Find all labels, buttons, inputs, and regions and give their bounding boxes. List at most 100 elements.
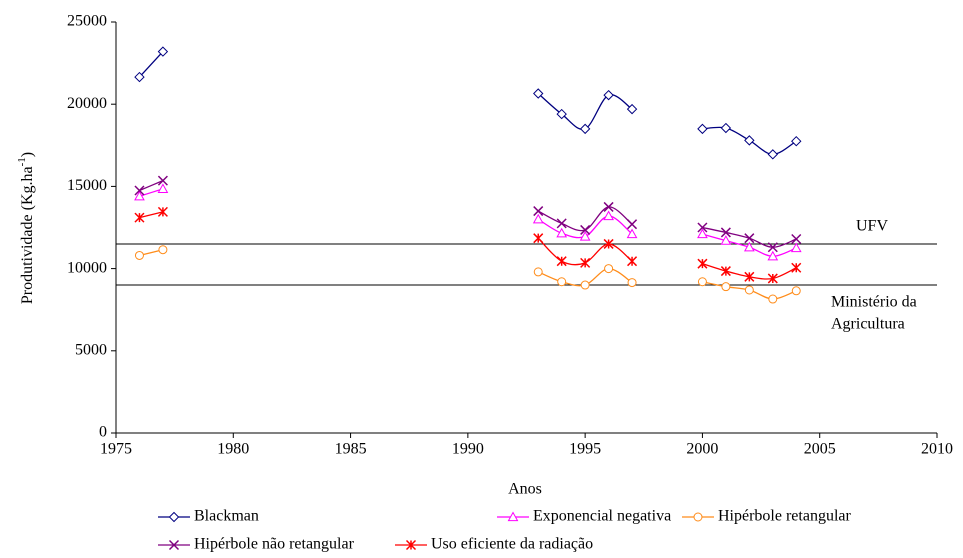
marker <box>697 123 708 135</box>
x-tick-label: 1995 <box>569 441 601 458</box>
marker <box>627 278 637 288</box>
marker <box>626 103 638 115</box>
marker <box>532 213 544 224</box>
marker <box>579 231 591 241</box>
x-axis-label: Anos <box>508 481 542 498</box>
legend-item: Blackman <box>158 508 259 525</box>
x-tick-label: 1985 <box>335 441 367 458</box>
marker <box>557 277 567 287</box>
series <box>134 245 801 304</box>
y-label-main: Produtividade (Kg.ha <box>19 166 36 304</box>
y-tick-label: 10000 <box>67 259 107 276</box>
legend-label: Exponencial negativa <box>533 508 671 525</box>
reference-label: Agricultura <box>831 316 905 333</box>
marker <box>627 219 638 230</box>
marker <box>626 228 638 239</box>
marker <box>791 233 802 245</box>
series-line <box>139 180 164 192</box>
y-tick-label: 0 <box>99 424 107 441</box>
marker <box>720 122 732 134</box>
legend-marker <box>507 511 519 522</box>
marker <box>603 89 614 101</box>
marker <box>157 175 168 186</box>
marker <box>533 206 544 217</box>
legend-item: Exponencial negativa <box>497 508 671 525</box>
legend-item: Hipérbole retangular <box>682 508 852 525</box>
x-tick-label: 2005 <box>804 441 836 458</box>
marker <box>697 222 708 233</box>
series-line <box>138 51 164 78</box>
marker <box>790 242 802 253</box>
marker <box>603 238 614 249</box>
marker <box>556 108 567 120</box>
x-tick-label: 1990 <box>452 441 484 458</box>
marker <box>603 201 614 212</box>
marker <box>134 250 144 260</box>
marker <box>157 206 168 217</box>
marker <box>697 258 708 269</box>
series-line <box>537 206 633 232</box>
marker <box>791 262 802 273</box>
marker <box>533 267 543 277</box>
marker <box>720 227 731 238</box>
series <box>134 206 802 284</box>
series <box>134 175 802 253</box>
marker <box>157 183 169 193</box>
reference-label: UFV <box>856 218 888 235</box>
marker <box>767 149 779 160</box>
y-label-sup: -1 <box>16 157 28 166</box>
marker <box>768 294 778 304</box>
legend-label: Hipérbole não retangular <box>194 536 355 553</box>
marker <box>604 264 614 274</box>
marker <box>697 277 707 287</box>
marker <box>158 245 168 255</box>
marker <box>580 257 591 268</box>
marker <box>533 88 544 99</box>
marker <box>720 235 732 245</box>
y-tick-label: 20000 <box>67 95 107 112</box>
marker <box>134 212 145 223</box>
marker <box>767 250 779 261</box>
marker <box>721 282 731 292</box>
legend-item: Hipérbole não retangular <box>158 536 355 553</box>
marker <box>603 210 614 221</box>
legend-marker <box>693 512 703 522</box>
legend-label: Blackman <box>194 508 259 525</box>
marker <box>533 233 544 244</box>
marker <box>744 135 755 146</box>
legend-label: Uso eficiente da radiação <box>431 536 593 553</box>
marker <box>767 273 778 284</box>
marker <box>743 241 755 252</box>
marker <box>134 190 145 201</box>
marker <box>556 218 567 229</box>
marker <box>157 46 169 57</box>
x-tick-label: 1975 <box>100 441 132 458</box>
marker <box>134 71 145 83</box>
series <box>134 46 802 160</box>
x-tick-label: 2010 <box>921 441 953 458</box>
marker <box>791 135 802 147</box>
marker <box>580 224 591 235</box>
legend-item: Uso eficiente da radiação <box>395 536 593 553</box>
marker <box>720 266 731 277</box>
legend-marker <box>168 511 180 523</box>
y-tick-label: 5000 <box>75 341 107 358</box>
marker <box>744 285 754 295</box>
marker <box>580 280 590 290</box>
marker <box>579 123 591 135</box>
reference-label: Ministério da <box>831 294 917 311</box>
marker <box>627 256 638 267</box>
marker <box>744 233 755 244</box>
x-tick-label: 2000 <box>686 441 718 458</box>
marker <box>697 228 708 239</box>
marker <box>556 227 568 238</box>
legend-marker <box>405 539 417 551</box>
y-axis-label: Produtividade (Kg.ha-1) <box>16 152 36 304</box>
marker <box>767 242 778 253</box>
y-tick-label: 15000 <box>67 177 107 194</box>
x-tick-label: 1980 <box>217 441 249 458</box>
marker <box>744 271 755 282</box>
marker <box>791 286 801 296</box>
y-tick-label: 25000 <box>67 13 107 30</box>
